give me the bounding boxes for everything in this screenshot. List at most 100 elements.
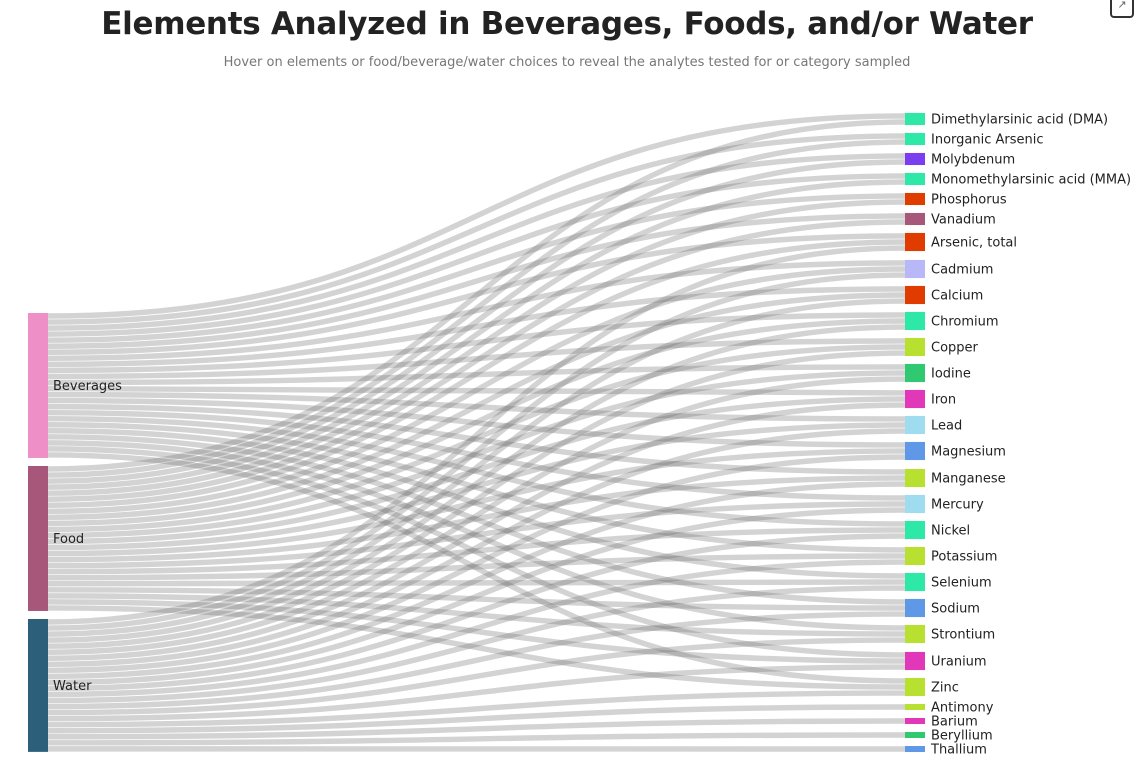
node-monomethylarsinic-acid-mma-[interactable] xyxy=(905,172,925,186)
link-water-calcium[interactable] xyxy=(47,298,906,637)
link-water-manganese[interactable] xyxy=(47,481,906,680)
node-zinc[interactable] xyxy=(905,677,925,697)
link-food-zinc[interactable] xyxy=(47,605,906,690)
link-beverages-potassium[interactable] xyxy=(47,422,906,553)
link-food-iron[interactable] xyxy=(47,396,906,545)
link-beverages-dimethylarsinic-acid-dma-[interactable] xyxy=(47,113,906,319)
link-beverages-nickel[interactable] xyxy=(47,415,906,527)
link-water-chromium[interactable] xyxy=(47,324,906,643)
link-beverages-lead[interactable] xyxy=(47,391,906,422)
link-food-uranium[interactable] xyxy=(47,599,906,664)
node-chromium[interactable] xyxy=(905,311,925,331)
node-mercury[interactable] xyxy=(905,494,925,514)
node-potassium[interactable] xyxy=(905,546,925,566)
link-food-iodine[interactable] xyxy=(47,370,906,539)
node-antimony[interactable] xyxy=(905,703,925,711)
link-beverages-chromium[interactable] xyxy=(47,312,906,374)
node-sodium[interactable] xyxy=(905,598,925,618)
link-water-arsenic-total[interactable] xyxy=(47,245,906,625)
node-iron[interactable] xyxy=(905,389,925,409)
link-food-vanadium[interactable] xyxy=(47,219,906,502)
link-water-zinc[interactable] xyxy=(47,690,906,728)
link-water-copper[interactable] xyxy=(47,350,906,649)
link-beverages-selenium[interactable] xyxy=(47,428,906,579)
link-food-calcium[interactable] xyxy=(47,292,906,521)
link-beverages-copper[interactable] xyxy=(47,338,906,380)
link-food-nickel[interactable] xyxy=(47,527,906,575)
node-thallium[interactable] xyxy=(905,745,925,753)
link-food-selenium[interactable] xyxy=(47,579,906,587)
link-food-monomethylarsinic-acid-mma-[interactable] xyxy=(47,179,906,490)
link-beverages-iron[interactable] xyxy=(47,385,906,396)
link-water-strontium[interactable] xyxy=(47,637,906,716)
link-food-dimethylarsinic-acid-dma-[interactable] xyxy=(47,119,906,472)
link-water-uranium[interactable] xyxy=(47,664,906,722)
link-food-phosphorus[interactable] xyxy=(47,199,906,496)
link-beverages-iodine[interactable] xyxy=(47,364,906,386)
node-beverages[interactable] xyxy=(28,313,48,458)
node-molybdenum[interactable] xyxy=(905,152,925,166)
node-food[interactable] xyxy=(28,466,48,611)
link-food-manganese[interactable] xyxy=(47,475,906,563)
link-water-magnesium[interactable] xyxy=(47,454,906,674)
link-water-selenium[interactable] xyxy=(47,585,906,704)
link-water-iron[interactable] xyxy=(47,402,906,661)
link-beverages-inorganic-arsenic[interactable] xyxy=(47,133,906,325)
link-beverages-molybdenum[interactable] xyxy=(47,153,906,331)
link-beverages-uranium[interactable] xyxy=(47,446,906,658)
link-beverages-manganese[interactable] xyxy=(47,403,906,475)
node-selenium[interactable] xyxy=(905,572,925,592)
node-phosphorus[interactable] xyxy=(905,192,925,206)
node-vanadium[interactable] xyxy=(905,212,925,226)
link-food-sodium[interactable] xyxy=(47,587,906,611)
link-beverages-calcium[interactable] xyxy=(47,286,906,368)
node-inorganic-arsenic[interactable] xyxy=(905,132,925,146)
node-manganese[interactable] xyxy=(905,468,925,488)
link-food-potassium[interactable] xyxy=(47,553,906,581)
link-food-magnesium[interactable] xyxy=(47,448,906,557)
link-beverages-zinc[interactable] xyxy=(47,452,906,684)
link-beverages-strontium[interactable] xyxy=(47,440,906,631)
node-copper[interactable] xyxy=(905,337,925,357)
node-dimethylarsinic-acid-dma-[interactable] xyxy=(905,112,925,126)
link-food-copper[interactable] xyxy=(47,344,906,533)
node-barium[interactable] xyxy=(905,717,925,725)
link-water-barium[interactable] xyxy=(47,718,906,740)
link-beverages-sodium[interactable] xyxy=(47,434,906,605)
link-water-beryllium[interactable] xyxy=(47,732,906,746)
link-beverages-vanadium[interactable] xyxy=(47,213,906,349)
link-beverages-cadmium[interactable] xyxy=(47,260,906,362)
node-uranium[interactable] xyxy=(905,651,925,671)
node-cadmium[interactable] xyxy=(905,259,925,279)
link-food-molybdenum[interactable] xyxy=(47,159,906,484)
link-water-potassium[interactable] xyxy=(47,559,906,698)
link-water-mercury[interactable] xyxy=(47,507,906,686)
link-beverages-magnesium[interactable] xyxy=(47,397,906,448)
node-beryllium[interactable] xyxy=(905,731,925,739)
link-water-cadmium[interactable] xyxy=(47,272,906,631)
link-beverages-arsenic-total[interactable] xyxy=(47,233,906,355)
link-beverages-monomethylarsinic-acid-mma-[interactable] xyxy=(47,173,906,337)
link-food-cadmium[interactable] xyxy=(47,266,906,515)
link-food-arsenic-total[interactable] xyxy=(47,239,906,508)
node-calcium[interactable] xyxy=(905,285,925,305)
link-food-lead[interactable] xyxy=(47,422,906,551)
link-water-lead[interactable] xyxy=(47,428,906,668)
link-food-inorganic-arsenic[interactable] xyxy=(47,139,906,478)
node-iodine[interactable] xyxy=(905,363,925,383)
node-strontium[interactable] xyxy=(905,624,925,644)
link-water-nickel[interactable] xyxy=(47,533,906,692)
link-food-mercury[interactable] xyxy=(47,501,906,569)
link-water-antimony[interactable] xyxy=(47,704,906,734)
link-beverages-mercury[interactable] xyxy=(47,409,906,501)
link-water-sodium[interactable] xyxy=(47,611,906,710)
node-lead[interactable] xyxy=(905,415,925,435)
collapse-arrows-icon[interactable]: ↗ xyxy=(1110,0,1134,18)
node-water[interactable] xyxy=(28,619,48,752)
link-water-iodine[interactable] xyxy=(47,376,906,655)
node-nickel[interactable] xyxy=(905,520,925,540)
link-food-chromium[interactable] xyxy=(47,318,906,527)
link-food-strontium[interactable] xyxy=(47,593,906,637)
link-beverages-phosphorus[interactable] xyxy=(47,193,906,343)
node-magnesium[interactable] xyxy=(905,441,925,461)
